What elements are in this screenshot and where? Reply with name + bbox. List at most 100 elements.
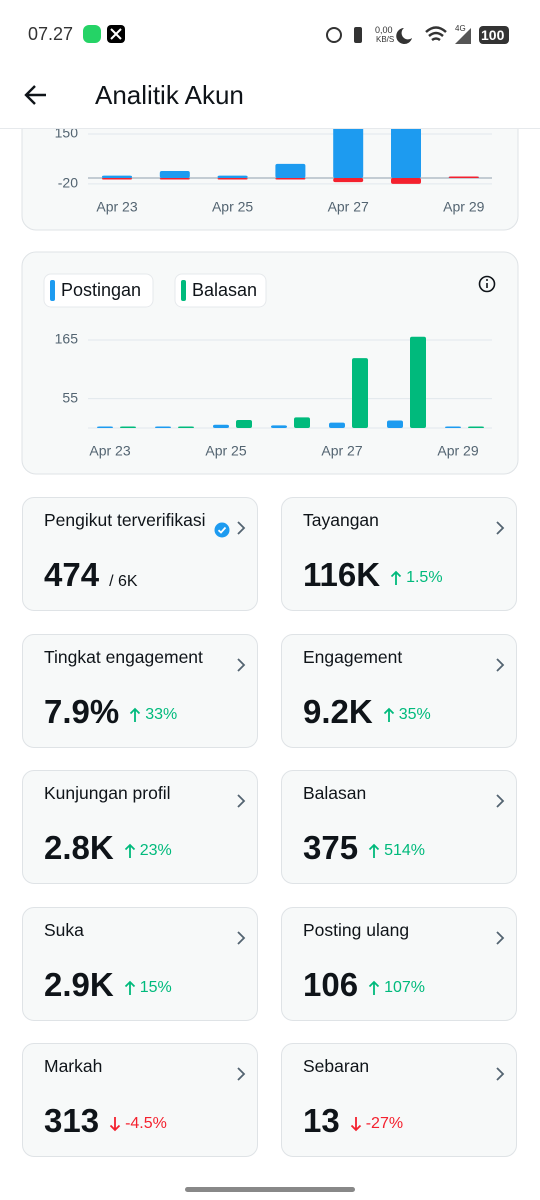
trend-arrow-shape: [368, 980, 380, 995]
x-tick-label: Apr 27: [321, 443, 362, 459]
metric-row: 9.2K 35%: [303, 693, 431, 731]
change-text: 514%: [384, 842, 425, 859]
metric-card[interactable]: Suka 2.9K 15%: [22, 906, 258, 1021]
status-bar: 07.27 0,00 KB/S 4G 100: [0, 0, 540, 68]
metric-card[interactable]: Tayangan 116K 1.5%: [281, 497, 517, 611]
alarm-icon: [326, 27, 342, 43]
chevron[interactable]: [235, 520, 247, 536]
trend-arrow-shape: [390, 570, 402, 585]
bar: [97, 426, 113, 428]
trend-arrow-shape: [130, 707, 141, 722]
metric-card[interactable]: Pengikut terverifikasi 474 / 6K: [22, 497, 258, 611]
change-text: -27%: [365, 1115, 404, 1132]
chevron[interactable]: [494, 520, 506, 536]
bar: [329, 422, 345, 428]
metric-label: Kunjungan profil: [44, 783, 171, 803]
chevron[interactable]: [494, 657, 506, 673]
info-icon[interactable]: [478, 275, 496, 293]
metric-change: -27%: [350, 1115, 403, 1133]
metric-value: 474: [44, 556, 100, 593]
chevron[interactable]: [235, 1066, 247, 1082]
bar: [445, 426, 461, 428]
badge-circle: [214, 522, 230, 538]
trend-arrow: [368, 843, 380, 858]
chevron[interactable]: [494, 930, 506, 946]
legend-swatch: [181, 280, 186, 301]
x-tick-label: Apr 29: [443, 199, 484, 215]
bar: [275, 178, 306, 180]
y-tick-label: 165: [55, 331, 79, 347]
metric-value: 375: [303, 829, 359, 866]
metric-row: 106 107%: [303, 966, 425, 1004]
status-icons: [83, 25, 509, 44]
badge-check: [217, 526, 227, 534]
trend-arrow-shape: [383, 707, 394, 722]
chevron-shape: [496, 657, 505, 672]
chevron-shape: [496, 930, 505, 945]
metric-card[interactable]: Sebaran 13 -27%: [281, 1043, 517, 1157]
bar: [236, 420, 252, 428]
battery-level: 100: [481, 27, 505, 43]
metric-label: Balasan: [303, 783, 367, 803]
bar: [159, 170, 190, 178]
net-speed: 0,00: [375, 25, 393, 35]
signal-icon: [455, 28, 471, 44]
legend-pill[interactable]: [43, 273, 154, 308]
chevron-shape: [237, 657, 246, 672]
metric-card[interactable]: Tingkat engagement 7.9% 33%: [22, 633, 258, 748]
trend-arrow-shape: [124, 843, 135, 858]
bar: [159, 178, 190, 180]
metric-card[interactable]: Balasan 375 514%: [281, 770, 517, 884]
chevron[interactable]: [235, 930, 247, 946]
trend-arrow-shape: [368, 843, 380, 858]
bar: [120, 426, 136, 428]
metric-value: 9.2K: [303, 692, 373, 730]
y-tick-label: 55: [62, 389, 78, 405]
trend-arrow: [124, 980, 135, 995]
metric-change: 514%: [368, 842, 425, 860]
metric-card[interactable]: Markah 313 -4.5%: [22, 1043, 258, 1157]
bar: [271, 425, 287, 428]
metric-change: 33%: [129, 706, 177, 724]
metric-card[interactable]: Engagement 9.2K 35%: [281, 633, 517, 748]
metric-row: 375 514%: [303, 829, 425, 867]
metric-value: 116K: [303, 556, 381, 593]
metric-label: Sebaran: [303, 1056, 370, 1076]
chevron-shape: [496, 521, 505, 535]
metric-change: 35%: [383, 706, 431, 724]
metric-row: 2.8K 23%: [44, 829, 172, 867]
chevron[interactable]: [235, 657, 247, 673]
chevron[interactable]: [494, 793, 506, 809]
dnd-icon: [396, 28, 412, 44]
change-text: -4.5%: [125, 1115, 167, 1132]
change-text: 33%: [145, 705, 178, 723]
x-tick-label: Apr 23: [96, 199, 137, 215]
change-text: 35%: [398, 705, 431, 723]
bar: [387, 420, 403, 428]
metric-card[interactable]: Kunjungan profil 2.8K 23%: [22, 770, 258, 884]
metric-change: 15%: [124, 979, 172, 997]
change-text: 23%: [139, 842, 172, 859]
legend-pill[interactable]: [174, 273, 267, 308]
bar: [275, 163, 306, 178]
trend-arrow: [390, 570, 402, 585]
metric-label: Tingkat engagement: [44, 646, 203, 667]
x-tick-label: Apr 29: [437, 443, 478, 459]
bar: [391, 128, 421, 178]
net-unit: KB/S: [376, 35, 395, 44]
back-button[interactable]: [22, 80, 52, 110]
x-tick-label: Apr 23: [89, 443, 130, 459]
metric-change: 1.5%: [390, 569, 443, 587]
metric-card[interactable]: Posting ulang 106 107%: [281, 906, 517, 1021]
x-tick-label: Apr 25: [212, 199, 253, 215]
metric-value: 13: [303, 1102, 340, 1139]
trend-arrow-shape: [109, 1117, 121, 1132]
chevron-shape: [237, 1067, 246, 1081]
trend-arrow: [130, 707, 141, 722]
bar: [213, 424, 229, 428]
metric-label: Tayangan: [303, 510, 379, 530]
metric-label: Suka: [44, 919, 84, 940]
whatsapp-icon: [83, 25, 101, 43]
chevron[interactable]: [235, 793, 247, 809]
chevron[interactable]: [494, 1066, 506, 1082]
